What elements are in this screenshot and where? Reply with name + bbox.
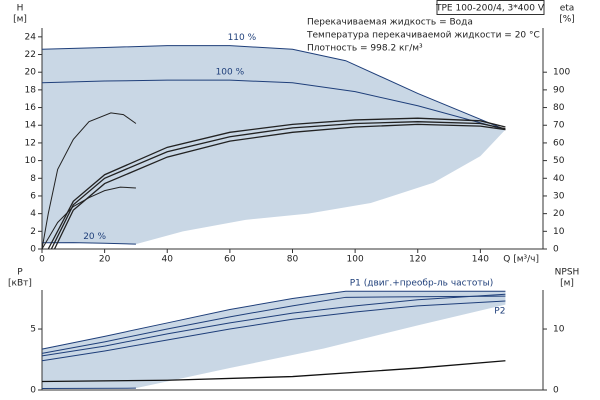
y2-axis-label: NPSH bbox=[555, 268, 580, 278]
operating-range bbox=[42, 45, 506, 245]
secondary-line bbox=[53, 123, 506, 250]
secondary-line bbox=[41, 186, 136, 250]
y2-tick-label: 0 bbox=[553, 245, 559, 255]
x-tick-label: 60 bbox=[224, 255, 236, 265]
y-tick-label: 22 bbox=[25, 50, 36, 60]
y2-axis-unit: [%] bbox=[559, 15, 575, 25]
y-axis-label: H bbox=[17, 4, 24, 14]
curve-label: 110 % bbox=[228, 33, 257, 43]
y2-tick-label: 50 bbox=[553, 156, 565, 166]
curve bbox=[41, 300, 506, 362]
y2-tick-label: 40 bbox=[553, 174, 565, 184]
curve bbox=[41, 290, 506, 350]
y-axis-label: P bbox=[17, 268, 23, 278]
x-tick-label: 80 bbox=[287, 255, 299, 265]
secondary-line bbox=[41, 360, 506, 383]
y2-tick-label: 10 bbox=[553, 227, 565, 237]
y-tick-label: 4 bbox=[30, 209, 36, 219]
y2-tick-label: 60 bbox=[553, 138, 565, 148]
y-tick-label: 12 bbox=[25, 138, 36, 148]
y-tick-label: 10 bbox=[25, 156, 37, 166]
y-axis-unit: [м] bbox=[13, 15, 27, 25]
x-tick-label: 100 bbox=[347, 255, 364, 265]
annotation: Температура перекачиваемой жидкости = 20… bbox=[306, 31, 540, 41]
y2-tick-label: 10 bbox=[553, 325, 565, 335]
curve-label: 20 % bbox=[83, 232, 106, 242]
y2-tick-label: 0 bbox=[553, 386, 559, 396]
title-box bbox=[436, 0, 545, 15]
x-tick-label: 40 bbox=[162, 255, 174, 265]
y2-axis-unit: [м] bbox=[560, 279, 574, 289]
curve bbox=[41, 45, 506, 131]
x-axis-label: Q [м³/ч] bbox=[503, 255, 539, 265]
curve-label: P1 (двиг.+преобр-ль частоты) bbox=[350, 279, 494, 289]
y-tick-label: 24 bbox=[25, 32, 37, 42]
x-tick-label: 20 bbox=[99, 255, 111, 265]
y-tick-label: 18 bbox=[25, 85, 37, 95]
annotation: Плотность = 998.2 кг/м³ bbox=[307, 44, 423, 54]
y2-axis-label: eta bbox=[560, 4, 575, 14]
curve bbox=[41, 79, 506, 131]
secondary-line bbox=[47, 117, 506, 250]
y-tick-label: 20 bbox=[25, 68, 37, 78]
y-tick-label: 6 bbox=[30, 191, 36, 201]
annotation: Перекачиваемая жидкость = Вода bbox=[307, 18, 473, 28]
y2-tick-label: 90 bbox=[553, 85, 565, 95]
curve bbox=[41, 295, 506, 354]
secondary-line bbox=[50, 121, 506, 250]
y2-tick-label: 100 bbox=[553, 68, 570, 78]
y-tick-label: 2 bbox=[30, 227, 36, 237]
x-tick-label: 140 bbox=[472, 255, 489, 265]
y-tick-label: 8 bbox=[30, 174, 36, 184]
curve-label: 100 % bbox=[216, 68, 245, 78]
y-axis-unit: [кВт] bbox=[8, 279, 32, 289]
y2-tick-label: 80 bbox=[553, 103, 565, 113]
y-tick-label: 16 bbox=[25, 103, 37, 113]
x-tick-label: 120 bbox=[409, 255, 426, 265]
curve bbox=[41, 293, 506, 357]
y-tick-label: 5 bbox=[30, 325, 36, 335]
y-tick-label: 0 bbox=[30, 386, 36, 396]
secondary-line bbox=[41, 112, 137, 250]
y2-tick-label: 20 bbox=[553, 209, 565, 219]
y-tick-label: 0 bbox=[30, 245, 36, 255]
y2-tick-label: 30 bbox=[553, 191, 565, 201]
y2-tick-label: 70 bbox=[553, 121, 565, 131]
chart-title: TPE 100-200/4, 3*400 V bbox=[435, 4, 545, 14]
operating-range bbox=[42, 291, 506, 389]
x-tick-label: 0 bbox=[39, 255, 45, 265]
curve-label: P2 bbox=[494, 306, 505, 316]
y-tick-label: 14 bbox=[25, 121, 37, 131]
